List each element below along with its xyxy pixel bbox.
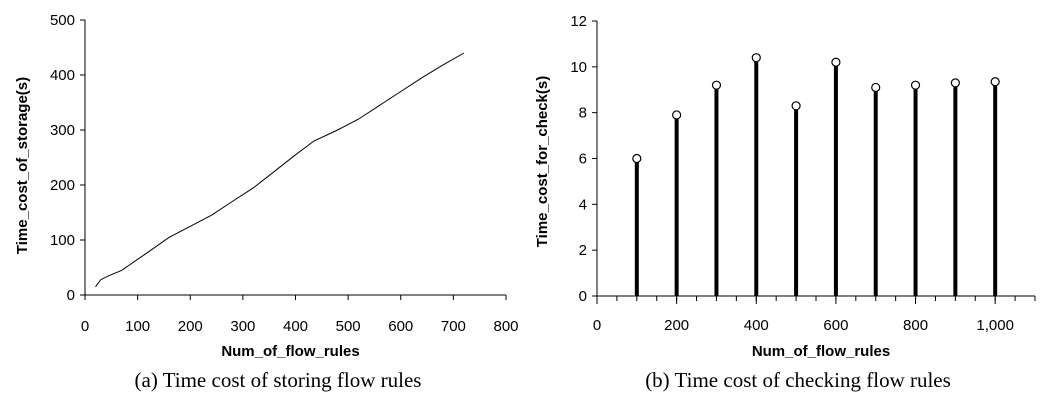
y-tick-label: 2	[579, 242, 587, 259]
x-tick-label: 0	[81, 318, 89, 335]
x-tick-label: 100	[125, 318, 150, 335]
stem-marker	[711, 80, 722, 90]
stem-marker	[871, 82, 881, 93]
y-tick-label: 0	[579, 288, 587, 305]
x-tick-label: 600	[823, 317, 848, 334]
y-tick-label: 400	[50, 67, 75, 84]
x-tick-label: 800	[903, 317, 928, 334]
x-tick-label: 500	[336, 318, 361, 335]
stem-marker	[751, 53, 761, 63]
y-tick-label: 12	[570, 13, 587, 30]
caption-b: (b) Time cost of checking flow rules	[645, 368, 951, 392]
y-tick-label: 0	[67, 287, 75, 304]
stem-marker	[910, 80, 921, 90]
y-tick-label: 4	[579, 196, 587, 213]
y-tick-label: 500	[50, 12, 75, 29]
x-tick-label: 200	[178, 318, 203, 335]
stem-marker	[791, 101, 801, 111]
x-tick-label: 700	[441, 318, 466, 335]
stem-marker	[632, 153, 642, 164]
series-line	[95, 52, 465, 288]
panel-b-chart: 0 2 4 6 8 10 12 0 200 400 600 800 1,000 Num_of_flow_r…	[534, 13, 1036, 392]
stem-marker	[831, 57, 841, 67]
y-tick-label: 10	[570, 59, 587, 76]
stem-marker	[672, 110, 682, 120]
y-tick-label: 6	[579, 151, 587, 168]
x-tick-label: 600	[388, 318, 413, 335]
panel-a-chart: 0 100 200 300 400 500 0 100 200 300 400 500 600 700 80…	[14, 12, 519, 392]
x-tick-label: 0	[593, 317, 601, 334]
x-tick-label: 400	[744, 317, 769, 334]
x-tick-label: 200	[664, 317, 689, 334]
caption-a: (a) Time cost of storing flow rules	[135, 368, 422, 392]
stem-marker	[950, 78, 960, 88]
y-tick-label: 8	[579, 105, 587, 122]
y-tick-label: 300	[50, 122, 75, 139]
y-tick-label: 100	[50, 232, 75, 249]
x-tick-label: 300	[230, 318, 255, 335]
x-axis-title: Num_of_flow_rules	[221, 343, 359, 360]
y-tick-label: 200	[50, 177, 75, 194]
y-axis-title: Time_cost_of_storage(s)	[14, 77, 31, 254]
x-axis-title: Num_of_flow_rules	[752, 343, 890, 360]
y-axis-title: Time_cost_for_check(s)	[534, 76, 551, 247]
x-tick-label: 800	[493, 318, 518, 335]
x-tick-label: 1,000	[976, 317, 1014, 334]
stem-marker	[990, 77, 1000, 87]
x-tick-label: 400	[283, 318, 308, 335]
